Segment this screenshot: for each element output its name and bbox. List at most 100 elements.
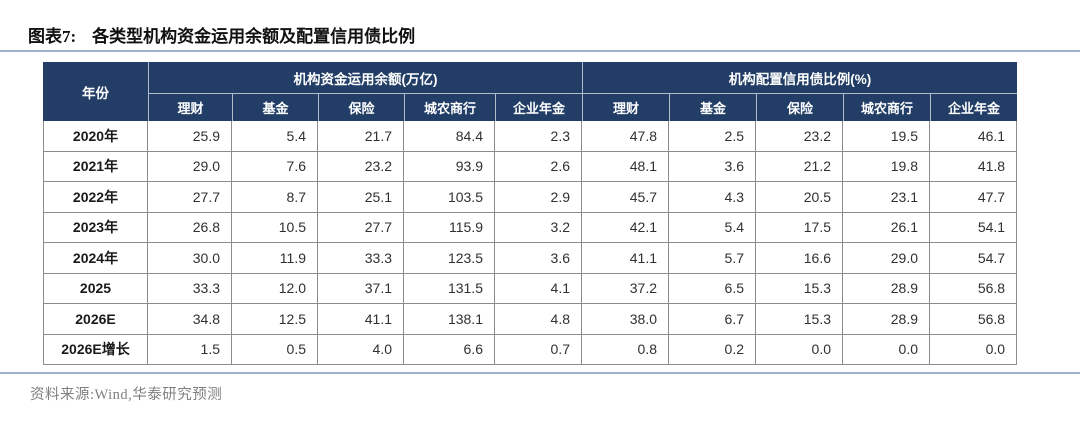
table-row: 2026E增长 1.5 0.5 4.0 6.6 0.7 0.8 0.2 0.0 0.0 0.0 bbox=[43, 334, 1018, 365]
value-cell: 41.1 bbox=[318, 304, 404, 335]
value-cell: 26.1 bbox=[843, 212, 930, 243]
value-cell: 5.4 bbox=[232, 121, 318, 152]
value-cell: 3.6 bbox=[495, 243, 582, 274]
value-cell: 0.7 bbox=[495, 334, 582, 365]
value-cell: 42.1 bbox=[582, 212, 669, 243]
column-header-ratio-5: 企业年金 bbox=[930, 93, 1018, 121]
value-cell: 5.4 bbox=[669, 212, 756, 243]
figure-title: 各类型机构资金运用余额及配置信用债比例 bbox=[92, 27, 416, 46]
value-cell: 30.0 bbox=[148, 243, 232, 274]
column-header-ratio-2: 基金 bbox=[669, 93, 756, 121]
table-row: 2021年 29.0 7.6 23.2 93.9 2.6 48.1 3.6 21.2 19.8 41… bbox=[43, 151, 1018, 182]
value-cell: 56.8 bbox=[930, 273, 1018, 304]
title-divider bbox=[0, 50, 1080, 52]
year-cell: 2026E bbox=[43, 304, 148, 335]
value-cell: 8.7 bbox=[232, 182, 318, 213]
value-cell: 6.5 bbox=[669, 273, 756, 304]
value-cell: 47.8 bbox=[582, 121, 669, 152]
value-cell: 12.0 bbox=[232, 273, 318, 304]
value-cell: 123.5 bbox=[404, 243, 495, 274]
value-cell: 138.1 bbox=[404, 304, 495, 335]
column-header-ratio-1: 理财 bbox=[582, 93, 669, 121]
value-cell: 38.0 bbox=[582, 304, 669, 335]
column-header-ratio-3: 保险 bbox=[756, 93, 843, 121]
value-cell: 115.9 bbox=[404, 212, 495, 243]
value-cell: 37.1 bbox=[318, 273, 404, 304]
value-cell: 3.6 bbox=[669, 151, 756, 182]
value-cell: 5.7 bbox=[669, 243, 756, 274]
value-cell: 21.2 bbox=[756, 151, 843, 182]
value-cell: 21.7 bbox=[318, 121, 404, 152]
value-cell: 23.2 bbox=[318, 151, 404, 182]
value-cell: 19.5 bbox=[843, 121, 930, 152]
value-cell: 4.8 bbox=[495, 304, 582, 335]
table-row: 2024年 30.0 11.9 33.3 123.5 3.6 41.1 5.7 16.6 29.0… bbox=[43, 243, 1018, 274]
value-cell: 6.6 bbox=[404, 334, 495, 365]
value-cell: 10.5 bbox=[232, 212, 318, 243]
value-cell: 93.9 bbox=[404, 151, 495, 182]
value-cell: 7.6 bbox=[232, 151, 318, 182]
value-cell: 2.6 bbox=[495, 151, 582, 182]
value-cell: 54.1 bbox=[930, 212, 1018, 243]
table-body: 2020年 25.9 5.4 21.7 84.4 2.3 47.8 2.5 23.2 19.5 46… bbox=[43, 121, 1018, 365]
value-cell: 2.9 bbox=[495, 182, 582, 213]
column-header-ratio-4: 城农商行 bbox=[843, 93, 930, 121]
value-cell: 1.5 bbox=[148, 334, 232, 365]
value-cell: 41.1 bbox=[582, 243, 669, 274]
value-cell: 103.5 bbox=[404, 182, 495, 213]
value-cell: 28.9 bbox=[843, 273, 930, 304]
group-header-balance: 机构资金运用余额(万亿) bbox=[148, 62, 582, 93]
sub-header-row: 理财 基金 保险 城农商行 企业年金 理财 基金 保险 城农商行 企业年金 bbox=[43, 93, 1018, 121]
value-cell: 0.8 bbox=[582, 334, 669, 365]
table-row: 2022年 27.7 8.7 25.1 103.5 2.9 45.7 4.3 20.5 23.1 4… bbox=[43, 182, 1018, 213]
year-column-header: 年份 bbox=[43, 62, 148, 121]
value-cell: 48.1 bbox=[582, 151, 669, 182]
column-header-balance-4: 城农商行 bbox=[404, 93, 495, 121]
value-cell: 27.7 bbox=[318, 212, 404, 243]
value-cell: 2.3 bbox=[495, 121, 582, 152]
value-cell: 17.5 bbox=[756, 212, 843, 243]
value-cell: 29.0 bbox=[843, 243, 930, 274]
year-cell: 2021年 bbox=[43, 151, 148, 182]
table-row: 2020年 25.9 5.4 21.7 84.4 2.3 47.8 2.5 23.2 19.5 46… bbox=[43, 121, 1018, 152]
year-cell: 2023年 bbox=[43, 212, 148, 243]
table-row: 2023年 26.8 10.5 27.7 115.9 3.2 42.1 5.4 17.5 26.1… bbox=[43, 212, 1018, 243]
value-cell: 11.9 bbox=[232, 243, 318, 274]
year-cell: 2026E增长 bbox=[43, 334, 148, 365]
value-cell: 41.8 bbox=[930, 151, 1018, 182]
figure-number-label: 图表7: bbox=[28, 27, 77, 46]
figure-header: 图表7: 各类型机构资金运用余额及配置信用债比例 bbox=[28, 22, 415, 47]
value-cell: 4.3 bbox=[669, 182, 756, 213]
value-cell: 26.8 bbox=[148, 212, 232, 243]
value-cell: 46.1 bbox=[930, 121, 1018, 152]
value-cell: 4.1 bbox=[495, 273, 582, 304]
value-cell: 25.1 bbox=[318, 182, 404, 213]
value-cell: 0.2 bbox=[669, 334, 756, 365]
table-row: 2026E 34.8 12.5 41.1 138.1 4.8 38.0 6.7 15.3 28.9… bbox=[43, 304, 1018, 335]
value-cell: 15.3 bbox=[756, 304, 843, 335]
value-cell: 131.5 bbox=[404, 273, 495, 304]
value-cell: 23.1 bbox=[843, 182, 930, 213]
value-cell: 20.5 bbox=[756, 182, 843, 213]
value-cell: 45.7 bbox=[582, 182, 669, 213]
value-cell: 2.5 bbox=[669, 121, 756, 152]
bottom-divider bbox=[0, 372, 1080, 374]
year-cell: 2022年 bbox=[43, 182, 148, 213]
group-header-row: 年份 机构资金运用余额(万亿) 机构配置信用债比例(%) bbox=[43, 62, 1018, 121]
column-header-balance-2: 基金 bbox=[232, 93, 318, 121]
value-cell: 12.5 bbox=[232, 304, 318, 335]
value-cell: 3.2 bbox=[495, 212, 582, 243]
column-header-balance-3: 保险 bbox=[318, 93, 404, 121]
value-cell: 4.0 bbox=[318, 334, 404, 365]
table-row: 2025 33.3 12.0 37.1 131.5 4.1 37.2 6.5 15.3 28.9 5… bbox=[43, 273, 1018, 304]
institutions-data-table: 年份 机构资金运用余额(万亿) 机构配置信用债比例(%) 理财 基金 保险 城农商行企… bbox=[43, 62, 1018, 365]
year-cell: 2025 bbox=[43, 273, 148, 304]
value-cell: 29.0 bbox=[148, 151, 232, 182]
column-header-balance-5: 企业年金 bbox=[495, 93, 582, 121]
group-header-ratio: 机构配置信用债比例(%) bbox=[582, 62, 1018, 93]
value-cell: 0.5 bbox=[232, 334, 318, 365]
column-header-balance-1: 理财 bbox=[148, 93, 232, 121]
value-cell: 37.2 bbox=[582, 273, 669, 304]
value-cell: 15.3 bbox=[756, 273, 843, 304]
value-cell: 84.4 bbox=[404, 121, 495, 152]
